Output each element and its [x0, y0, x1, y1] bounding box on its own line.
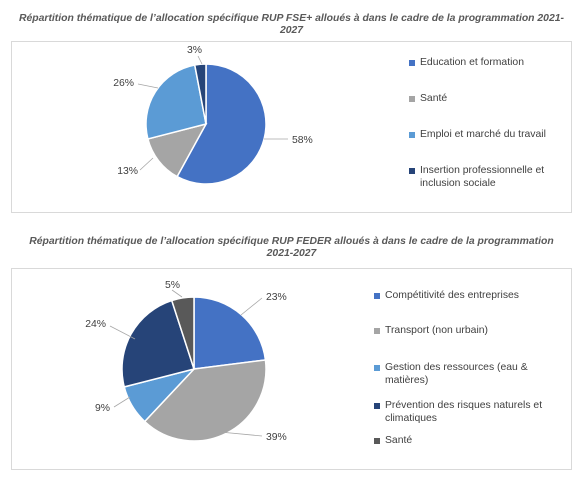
- legend-label: Gestion des ressources (eau & matières): [385, 362, 528, 386]
- legend-swatch: [374, 402, 380, 409]
- label-leader-line: [137, 83, 159, 89]
- label-leader-line: [240, 297, 263, 316]
- chart-frame-feder: [11, 268, 572, 470]
- legend-swatch: [409, 167, 415, 174]
- chart-frame-fse: [11, 41, 572, 213]
- data-label: 39%: [266, 432, 287, 443]
- legend-item: Education et formation: [409, 56, 524, 69]
- data-label: 5%: [165, 280, 180, 291]
- legend-label: Transport (non urbain): [385, 325, 488, 336]
- data-label: 58%: [292, 135, 313, 146]
- data-label: 3%: [187, 45, 202, 56]
- data-label: 13%: [117, 166, 138, 177]
- label-leader-line: [197, 55, 203, 65]
- chart-title-fse: Répartition thématique de l’allocation s…: [0, 13, 583, 37]
- legend-label: Emploi et marché du travail: [420, 129, 546, 140]
- legend-label: Prévention des risques naturels et clima…: [385, 400, 543, 424]
- legend-label: Insertion professionnelle et inclusion s…: [420, 165, 545, 189]
- chart-title-line: 2027: [279, 25, 304, 36]
- legend-item: Gestion des ressources (eau & matières): [374, 361, 564, 387]
- legend-swatch: [409, 95, 415, 102]
- legend-item: Santé: [409, 92, 447, 105]
- chart-title-line: Répartition thématique de l’allocation s…: [19, 13, 564, 24]
- pie-slice: [170, 296, 195, 370]
- legend-swatch: [409, 59, 415, 66]
- label-leader-line: [139, 157, 154, 171]
- chart-title-line: 2021-2027: [266, 248, 317, 259]
- legend-label: Santé: [420, 93, 448, 104]
- data-label: 9%: [95, 403, 110, 414]
- data-label: 24%: [85, 319, 106, 330]
- legend-item: Emploi et marché du travail: [409, 128, 546, 141]
- legend-item: Transport (non urbain): [374, 324, 488, 337]
- legend-label: Education et formation: [420, 57, 524, 68]
- legend-item: Prévention des risques naturels et clima…: [374, 399, 564, 425]
- pie-slice: [121, 299, 195, 388]
- legend-label: Santé: [385, 435, 413, 446]
- legend-item: Insertion professionnelle et inclusion s…: [409, 164, 569, 190]
- pie-slice: [193, 63, 207, 125]
- pie-slice: [143, 359, 267, 442]
- pie-slice: [193, 296, 267, 370]
- legend-label: Compétitivité des entreprises: [385, 290, 519, 301]
- chart-title-line: Répartition thématique de l’allocation s…: [29, 236, 554, 247]
- legend-swatch: [374, 364, 380, 371]
- label-leader-line: [109, 325, 136, 340]
- chart-title-feder: Répartition thématique de l’allocation s…: [0, 236, 583, 260]
- legend-swatch: [374, 327, 380, 334]
- legend-item: Compétitivité des entreprises: [374, 289, 519, 302]
- data-label: 23%: [266, 292, 287, 303]
- data-label: 26%: [113, 78, 134, 89]
- legend-item: Santé: [374, 434, 412, 447]
- legend-swatch: [409, 131, 415, 138]
- label-leader-line: [219, 431, 263, 437]
- pie-slice: [145, 64, 207, 140]
- legend-swatch: [374, 292, 380, 299]
- label-leader-line: [171, 289, 183, 298]
- label-leader-line: [113, 396, 131, 408]
- legend-swatch: [374, 437, 380, 444]
